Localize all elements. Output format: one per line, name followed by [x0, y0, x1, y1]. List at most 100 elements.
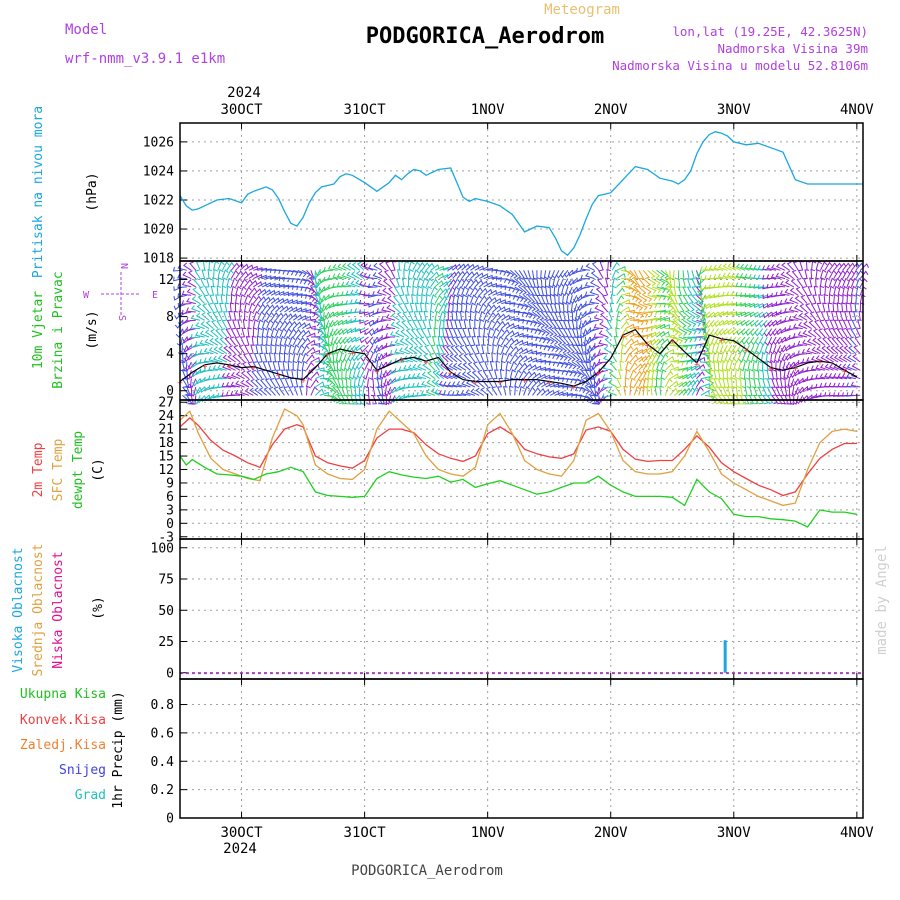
wind-barb — [647, 361, 655, 371]
wind-barb — [797, 331, 808, 338]
wind-barb — [492, 305, 502, 313]
wind-barb — [186, 353, 197, 361]
wind-barb — [478, 318, 485, 329]
wind-barb — [505, 360, 512, 371]
wind-barb — [523, 335, 534, 340]
wind-barb — [828, 262, 838, 271]
wind-barb — [647, 324, 657, 330]
wind-barb — [841, 302, 846, 313]
wind-barb — [793, 369, 803, 377]
wind-barb — [373, 336, 383, 344]
wind-barb — [313, 278, 321, 289]
wind-barb — [553, 286, 560, 297]
wind-speed-marker: + — [571, 383, 577, 393]
wind-barb — [465, 286, 473, 296]
wind-barb — [195, 312, 205, 321]
wind-barb — [629, 278, 638, 287]
wind-barb — [700, 294, 710, 300]
sfc-temp-line — [179, 408, 857, 507]
wind-barb — [781, 262, 790, 271]
wind-barb — [496, 328, 505, 338]
wind-barb — [717, 282, 728, 288]
wind-barb — [177, 293, 188, 298]
wind-barb — [193, 395, 201, 405]
wind-barb — [576, 345, 582, 355]
wind-barb — [480, 387, 489, 396]
wind-barb — [354, 308, 365, 313]
wind-barb — [638, 319, 649, 326]
wind-barb — [651, 269, 661, 279]
wind-barb — [669, 380, 679, 388]
wind-barb — [784, 307, 794, 313]
wind-barb — [542, 286, 548, 297]
wind-barb — [282, 360, 288, 371]
wind-barb — [743, 386, 748, 397]
wind-barb — [369, 378, 375, 389]
wind-barb — [596, 395, 604, 405]
wind-barb — [770, 353, 777, 364]
wind-barb — [469, 344, 476, 354]
wind-barb — [616, 295, 625, 304]
wind-barb — [554, 320, 561, 330]
wind-barb — [788, 315, 799, 321]
wind-barb — [346, 271, 356, 280]
wind-barb — [714, 361, 720, 372]
wind-barb — [572, 278, 582, 285]
wind-barb — [724, 378, 730, 389]
wind-barb — [558, 392, 569, 397]
cloud-unit: (%) — [91, 596, 106, 619]
wind-barb — [412, 363, 422, 371]
wind-barb — [301, 330, 311, 338]
wind-barb — [483, 327, 489, 338]
wind-barb — [793, 333, 803, 338]
wind-barb — [196, 303, 205, 313]
wind-barb — [333, 319, 343, 327]
wind-barb — [187, 361, 197, 370]
wind-barb — [266, 268, 277, 274]
wind-barb — [842, 269, 851, 279]
wind-barb — [396, 311, 405, 321]
wind-barb — [236, 362, 245, 371]
wind-barb — [807, 286, 813, 296]
wind-barb — [547, 270, 556, 280]
wind-barb — [468, 319, 474, 329]
wind-barb — [536, 359, 547, 365]
wind-barb — [301, 337, 311, 346]
wind-barb — [505, 302, 516, 307]
wind-barb — [773, 345, 781, 355]
wind-barb — [239, 278, 248, 288]
wind-barb — [470, 388, 480, 396]
wind-barb — [376, 308, 387, 313]
wind-barb — [339, 353, 347, 363]
wind-barb — [481, 344, 486, 354]
wind-barb — [484, 361, 489, 371]
wind-barb — [705, 319, 715, 328]
wind-barb — [642, 377, 650, 388]
wind-barb — [554, 377, 565, 382]
wind-barb — [190, 343, 201, 349]
wind-barb — [625, 338, 635, 346]
wind-barb — [620, 320, 630, 329]
wind-barb — [574, 311, 582, 322]
wind-barb — [556, 303, 561, 314]
compass-e: E — [152, 290, 158, 301]
wind-speed-marker: + — [817, 358, 823, 368]
wind-barb — [805, 303, 812, 313]
wind-barb — [669, 311, 678, 321]
wind-barb — [434, 280, 444, 288]
wind-barb — [841, 373, 852, 380]
wind-barb — [554, 328, 562, 338]
wind-barb — [244, 271, 254, 279]
wind-barb — [696, 286, 703, 296]
wind-barb — [824, 363, 834, 371]
wind-barb — [757, 395, 764, 405]
wind-barb — [806, 338, 817, 346]
wind-barb — [439, 344, 445, 354]
wind-barb — [845, 302, 851, 313]
wind-barb — [234, 336, 241, 346]
wind-barb — [642, 286, 652, 295]
wind-barb — [198, 286, 206, 296]
wind-barb — [199, 339, 210, 346]
wind-barb — [766, 378, 771, 388]
wind-barb — [585, 301, 595, 306]
